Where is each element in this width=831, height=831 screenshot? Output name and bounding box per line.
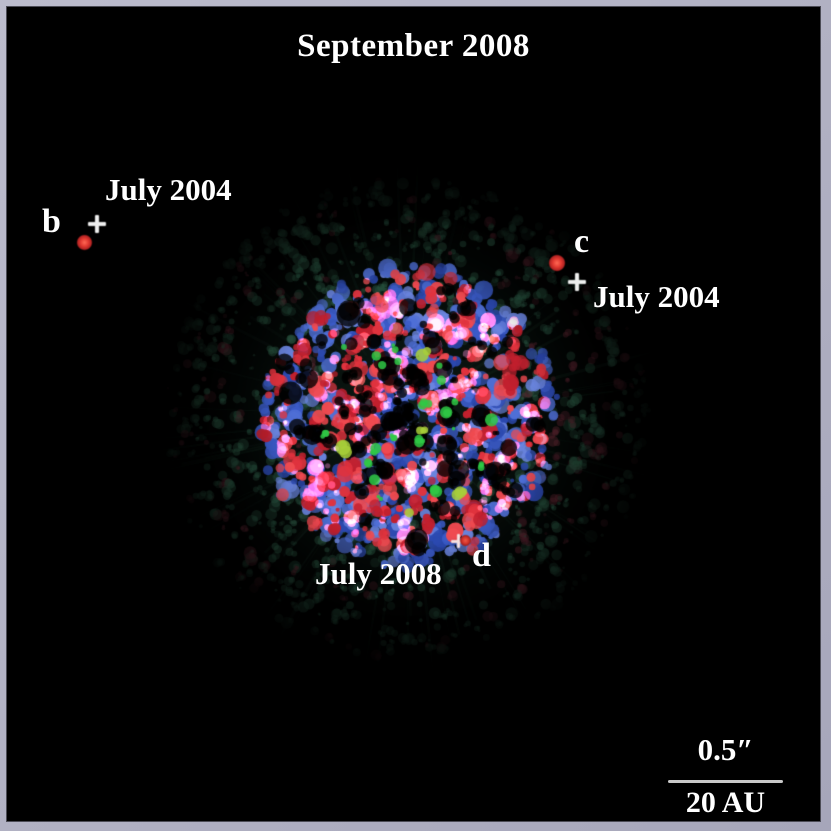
planet-c-position-cross-icon <box>568 273 586 291</box>
planet-d-dot <box>460 535 471 546</box>
planet-b-position-cross-icon <box>88 215 106 233</box>
scale-bar-angular-label: 0.5″ <box>697 732 754 767</box>
planet-b-label: b <box>42 203 61 240</box>
scale-bar-physical-label: 20 AU <box>685 786 766 819</box>
star-speckle-canvas <box>137 147 677 687</box>
figure-title: September 2008 <box>297 28 530 64</box>
scale-bar: 0.5″ 20 AU <box>663 726 788 821</box>
cross-vertical-bar <box>456 534 460 548</box>
planet-c-dot <box>549 255 565 271</box>
planet-b-dot <box>77 235 92 250</box>
planet-d-label: d <box>472 537 491 574</box>
planet-d-epoch-label: July 2008 <box>315 556 442 591</box>
image-frame: September 2008 July 2004 b c July 2004 d… <box>6 6 821 822</box>
planet-b-epoch-label: July 2004 <box>105 172 232 207</box>
planet-d-position-cross-icon <box>451 534 465 548</box>
scale-bar-line <box>668 780 783 783</box>
cross-vertical-bar <box>575 273 579 291</box>
cross-vertical-bar <box>95 215 99 233</box>
planet-c-epoch-label: July 2004 <box>593 279 720 314</box>
planet-c-label: c <box>574 223 590 260</box>
